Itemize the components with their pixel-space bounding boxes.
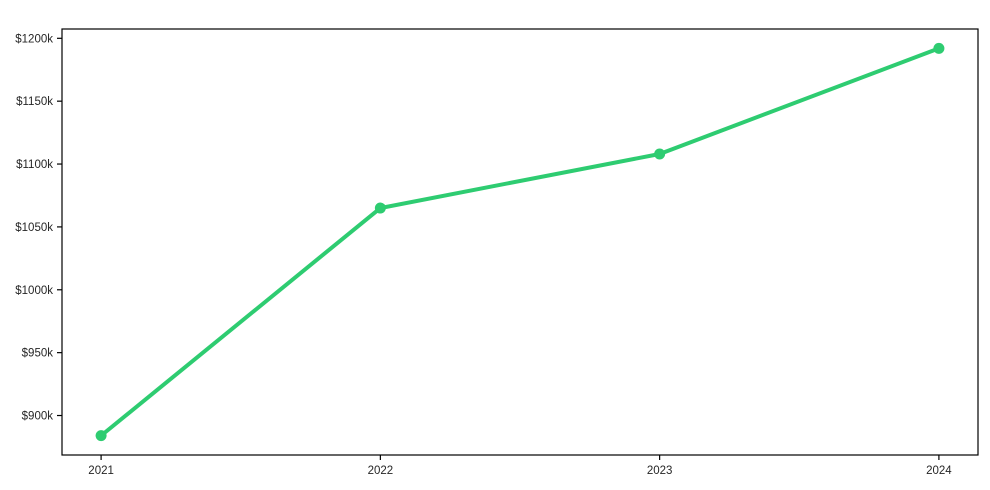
y-axis-tick-label: $1100k	[16, 159, 53, 171]
y-axis-tick-label: $1050k	[15, 222, 53, 234]
trend-line	[99, 46, 941, 438]
x-axis-tick-label: 2022	[368, 465, 394, 477]
y-axis-tick-label: $950k	[22, 348, 54, 360]
y-axis-tick-label: $900k	[22, 411, 54, 423]
plot-area-frame	[61, 28, 979, 456]
y-axis-tick-label: $1150k	[16, 96, 53, 108]
x-axis-tick-label: 2021	[88, 465, 114, 477]
x-axis-tick-label: 2024	[926, 465, 952, 477]
data-point-2023	[654, 148, 666, 160]
data-point-2022	[374, 202, 386, 214]
data-point-2021	[95, 430, 107, 442]
y-axis-tick-label: $1000k	[15, 285, 53, 297]
x-axis-tick-label: 2023	[647, 465, 673, 477]
data-point-2024	[933, 42, 945, 54]
y-axis-tick-label: $1200k	[15, 33, 53, 45]
